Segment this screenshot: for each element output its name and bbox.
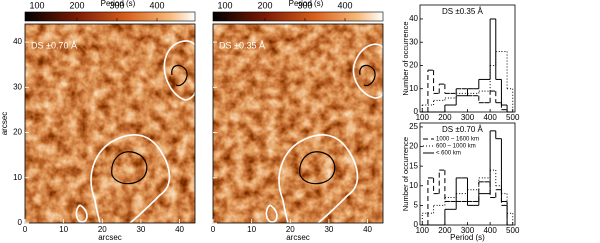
colorbar-tick-label: 300 <box>297 0 312 10</box>
x-tick-label: 300 <box>461 113 475 122</box>
period-map <box>25 24 195 223</box>
y-tick-label: 0 <box>18 218 23 227</box>
x-tick-label: 40 <box>175 225 184 234</box>
contour-black <box>111 151 148 185</box>
y-tick-label: 10 <box>409 181 418 190</box>
x-axis-label: arcsec <box>286 233 310 242</box>
y-tick-label: 30 <box>409 37 418 46</box>
contour-white <box>75 204 88 223</box>
contour-white <box>265 204 278 223</box>
y-tick-label: 10 <box>409 84 418 93</box>
x-tick-label: 200 <box>438 113 452 122</box>
y-tick-label: 0 <box>414 220 419 229</box>
colorbar-tick-label: 100 <box>29 0 44 10</box>
legend-label: 600 – 1000 km <box>436 144 476 150</box>
x-tick-label: 30 <box>324 225 333 234</box>
y-tick-label: 30 <box>13 82 22 91</box>
y-tick-label: 5 <box>414 200 419 209</box>
x-tick-label: 400 <box>483 113 497 122</box>
y-tick-label: 0 <box>414 107 419 116</box>
colorbar-tick-label: 400 <box>337 0 352 10</box>
x-tick-label: 0 <box>211 225 216 234</box>
contour-black <box>359 64 376 87</box>
y-axis-label: Number of occurrence <box>401 21 410 95</box>
contour-black <box>171 64 188 87</box>
x-tick-label: 20 <box>286 225 295 234</box>
x-axis-label: arcsec <box>98 233 122 242</box>
y-tick-label: 20 <box>13 128 22 137</box>
colorbar-tick-label: 100 <box>217 0 232 10</box>
contour-white <box>278 134 359 224</box>
map-frame <box>24 23 196 224</box>
colorbar-tick-label: 200 <box>257 0 272 10</box>
map-frame <box>212 23 384 224</box>
colorbar <box>24 11 196 22</box>
colorbar-tick-label: 200 <box>69 0 84 10</box>
map-title: DS ±0.70 Å <box>31 40 77 50</box>
legend-label: 1000 – 1600 km <box>436 137 479 143</box>
colorbar-label: Period (s) <box>101 0 136 8</box>
x-tick-label: 500 <box>506 226 520 235</box>
y-axis-label: arcsec <box>0 112 9 136</box>
contour-white <box>352 43 384 99</box>
y-axis-label: Number of occurrence <box>401 137 410 211</box>
y-tick-label: 25 <box>409 122 418 131</box>
period-map <box>213 24 383 223</box>
contour-white <box>163 40 196 101</box>
x-axis-label: Period (s) <box>450 233 485 242</box>
panel-title: DS ±0.35 Å <box>442 7 484 16</box>
map-title: DS ±0.35 Å <box>219 40 265 50</box>
contour-white <box>90 134 171 224</box>
x-tick-label: 100 <box>416 226 430 235</box>
y-tick-label: 40 <box>13 37 22 46</box>
x-tick-label: 500 <box>506 113 520 122</box>
x-tick-label: 30 <box>136 225 145 234</box>
legend-label: < 600 km <box>436 151 461 157</box>
x-tick-label: 10 <box>247 225 256 234</box>
y-tick-label: 20 <box>409 142 418 151</box>
x-tick-label: 20 <box>98 225 107 234</box>
x-tick-label: 0 <box>23 225 28 234</box>
colorbar <box>212 11 384 22</box>
y-tick-label: 15 <box>409 161 418 170</box>
contour-black <box>299 151 336 185</box>
x-tick-label: 300 <box>461 226 475 235</box>
y-tick-label: 40 <box>409 14 418 23</box>
x-tick-label: 400 <box>483 226 497 235</box>
x-tick-label: 100 <box>416 113 430 122</box>
colorbar-label: Period (s) <box>289 0 324 8</box>
y-tick-label: 20 <box>409 61 418 70</box>
colorbar-tick-label: 300 <box>109 0 124 10</box>
x-tick-label: 200 <box>438 226 452 235</box>
x-tick-label: 10 <box>59 225 68 234</box>
x-tick-label: 40 <box>363 225 372 234</box>
y-tick-label: 10 <box>13 173 22 182</box>
panel-title: DS ±0.70 Å <box>442 125 484 134</box>
colorbar-tick-label: 400 <box>149 0 164 10</box>
